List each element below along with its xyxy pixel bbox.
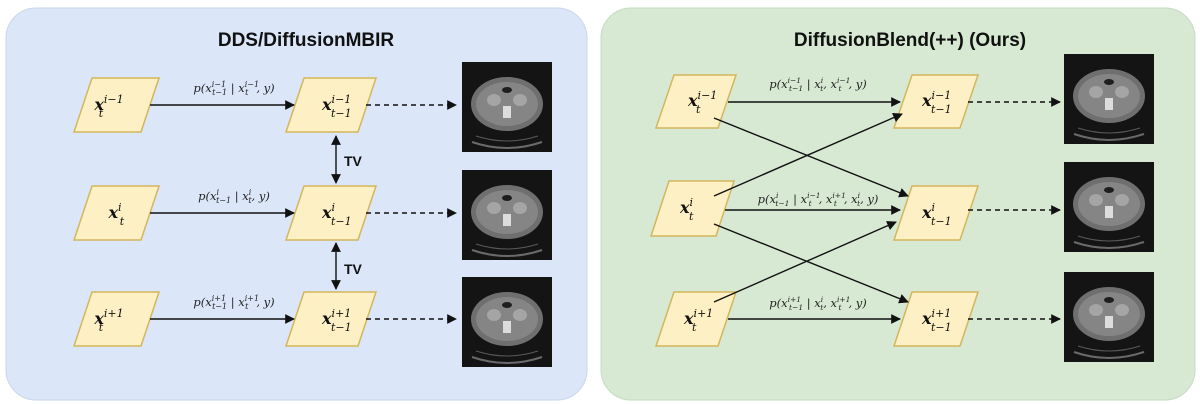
ct-slice-icon — [1063, 161, 1155, 253]
svg-text:xi+1t−1: xi+1 t−1 — [321, 307, 352, 334]
left-output-node-mid: xi t−1 — [284, 185, 378, 241]
left-input-node-bot: xi+1 t — [72, 291, 161, 347]
right-edge-label-mid: p(xi t−1 | xi−1 t, xi+1 t, xi t, y) — [758, 191, 879, 208]
left-output-node-top: xi−1 t−1 — [284, 77, 378, 133]
right-panel-bg — [600, 7, 1196, 401]
ct-slice-icon — [461, 276, 553, 368]
tv-label-bot: TV — [344, 261, 363, 277]
ct-slice-icon — [1063, 271, 1155, 363]
svg-text:xit: xi t — [107, 201, 124, 228]
ct-slice-icon — [1063, 53, 1155, 145]
svg-text:xit: xi t — [679, 196, 694, 223]
left-output-node-bot: xi+1 t−1 — [284, 291, 378, 347]
right-cross-bot-to-mid — [713, 221, 897, 303]
left-input-node-top: xi−1 t — [72, 77, 161, 133]
right-output-node-top: xi−1 t−1 — [892, 74, 980, 129]
right-output-node-bot: xi+1 t−1 — [892, 291, 980, 347]
right-output-node-mid: xi t−1 — [892, 185, 980, 241]
ct-slice-icon — [461, 169, 553, 261]
left-input-node-mid: xi t — [72, 185, 161, 241]
tv-label-top: TV — [344, 153, 363, 169]
right-input-node-top: xi−1 t — [654, 74, 738, 129]
svg-text:xi+1t−1: xi+1 t−1 — [921, 307, 952, 334]
right-panel-title: DiffusionBlend(++) (Ours) — [794, 30, 1026, 51]
ct-slice-icon — [461, 61, 553, 153]
right-cross-top-to-mid — [713, 117, 909, 198]
left-edge-label-top: p(xi−1 t−1 | xi−1 t, y) — [193, 80, 274, 97]
right-edge-label-bot: p(xi+1 t−1 | xi t, xi+1 t, y) — [769, 295, 867, 312]
right-input-node-bot: xi+1 t — [654, 291, 738, 347]
right-input-node-mid: xi t — [649, 180, 736, 237]
right-edge-label-top: p(xi−1 t−1 | xi t, xi−1 t, y) — [769, 76, 867, 93]
left-edge-label-bot: p(xi+1 t−1 | xi+1 t, y) — [193, 294, 274, 311]
right-cross-mid-to-top — [713, 113, 903, 197]
left-panel-title: DDS/DiffusionMBIR — [218, 30, 395, 51]
left-edge-label-mid: p(xi t−1 | xi t, y) — [198, 188, 270, 205]
right-cross-mid-to-bot — [713, 223, 909, 304]
